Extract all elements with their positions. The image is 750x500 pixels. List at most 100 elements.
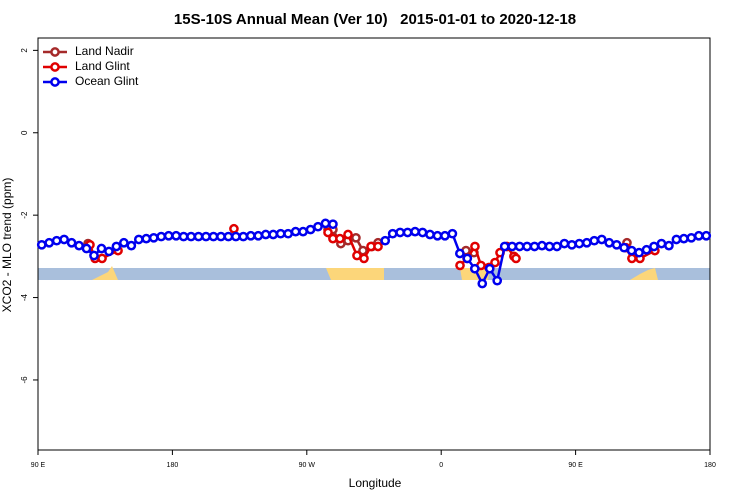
point [469, 263, 480, 274]
x-tick-label: 0 [439, 462, 443, 469]
point [511, 253, 521, 264]
point [126, 240, 137, 251]
point [596, 234, 607, 245]
point [283, 228, 293, 239]
point [679, 233, 689, 244]
point [208, 231, 219, 242]
point [97, 253, 107, 264]
point [701, 230, 712, 241]
point [290, 226, 301, 237]
point [238, 231, 249, 242]
point [268, 229, 279, 240]
point [395, 227, 405, 238]
point [216, 231, 226, 242]
point [589, 235, 600, 246]
legend-marker [50, 62, 60, 72]
point [351, 232, 361, 243]
point [305, 224, 316, 235]
y-tick-label: 0 [20, 130, 29, 135]
point [320, 218, 331, 229]
point [275, 228, 286, 239]
point [626, 245, 637, 256]
land [460, 268, 490, 280]
point [223, 231, 234, 242]
point [119, 237, 129, 248]
point [484, 263, 495, 274]
point [96, 243, 107, 254]
point [171, 230, 181, 241]
point [559, 238, 570, 249]
point [490, 257, 500, 268]
point [111, 241, 122, 252]
x-axis-label: Longitude [349, 476, 402, 490]
land [92, 266, 118, 280]
point [323, 227, 333, 238]
chart-title: 15S-10S Annual Mean (Ver 10) 2015-01-01 … [174, 11, 576, 28]
point [59, 234, 69, 245]
x-tick-label: 180 [704, 462, 716, 469]
point [229, 223, 239, 234]
point [335, 233, 345, 244]
point [104, 246, 114, 257]
point [245, 230, 256, 241]
point [402, 227, 413, 238]
point [387, 228, 398, 239]
point [417, 227, 428, 238]
point [656, 238, 667, 249]
point [499, 241, 510, 252]
x-tick-label: 180 [167, 462, 179, 469]
point [74, 240, 84, 251]
point [410, 226, 420, 237]
point [447, 228, 458, 239]
point [455, 248, 465, 259]
point [313, 221, 323, 232]
point [373, 241, 383, 252]
point [425, 229, 435, 240]
point [440, 230, 450, 241]
point [537, 240, 547, 251]
point [477, 278, 488, 289]
y-tick-label: -6 [20, 376, 29, 384]
legend-label: Land Nadir [75, 44, 134, 58]
point [581, 237, 592, 248]
point [156, 231, 167, 242]
point [544, 241, 555, 252]
point [231, 231, 241, 242]
legend-label: Land Glint [75, 59, 130, 73]
land [630, 268, 658, 280]
point [514, 241, 525, 252]
point [492, 275, 503, 286]
point [604, 237, 615, 248]
x-tick-label: 90 E [31, 462, 46, 469]
point [611, 239, 622, 250]
point [44, 237, 55, 248]
point [186, 231, 196, 242]
point [507, 241, 517, 252]
x-tick-label: 90 W [299, 462, 316, 469]
point [328, 219, 338, 230]
point [178, 231, 189, 242]
point [455, 260, 465, 271]
point [641, 244, 652, 255]
point [298, 226, 308, 237]
point [133, 234, 144, 245]
point [671, 234, 682, 245]
point [89, 250, 99, 261]
point [81, 243, 92, 254]
point [619, 242, 629, 253]
point [627, 253, 637, 264]
point [36, 239, 47, 250]
point [567, 239, 577, 250]
point [470, 241, 480, 252]
point [66, 237, 77, 248]
point [253, 230, 264, 241]
legend-marker [50, 47, 60, 57]
point [141, 233, 152, 244]
point [529, 241, 540, 252]
point [552, 241, 562, 252]
point [201, 231, 211, 242]
y-tick-label: -4 [20, 293, 29, 301]
legend-label: Ocean Glint [75, 74, 139, 88]
point [193, 231, 204, 242]
